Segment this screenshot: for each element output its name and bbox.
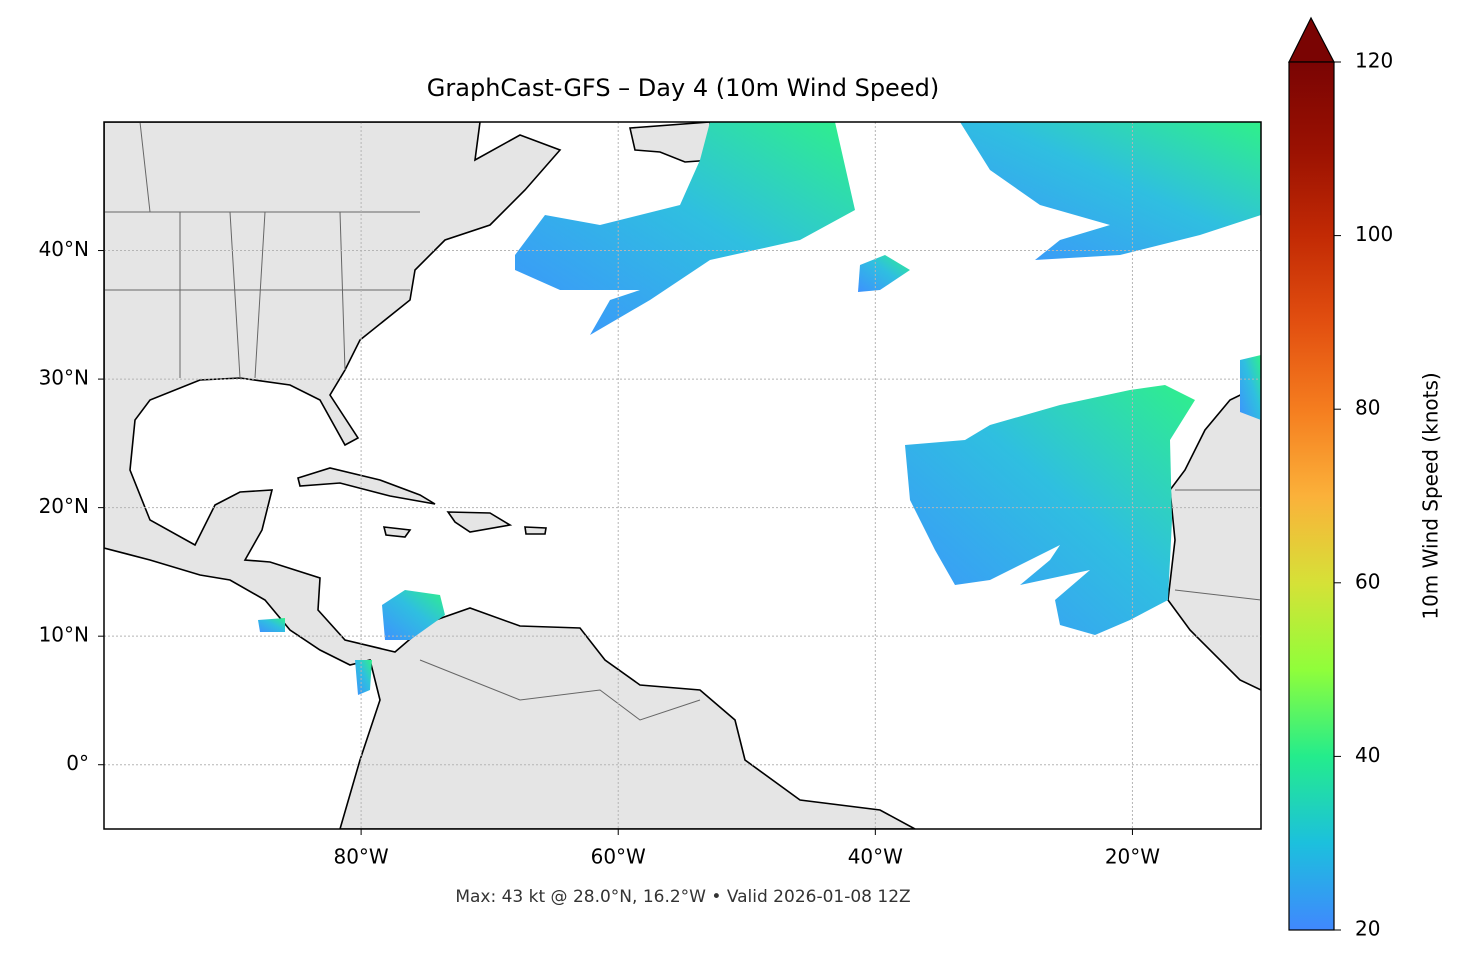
x-tick-label: 40°W xyxy=(848,845,903,869)
colorbar-label: 10m Wind Speed (knots) xyxy=(1419,372,1443,619)
colorbar-tick-label: 100 xyxy=(1355,222,1393,246)
y-tick-label: 30°N xyxy=(39,366,89,390)
colorbar-tick-label: 40 xyxy=(1355,743,1380,767)
land xyxy=(382,526,412,538)
map xyxy=(104,122,1261,829)
x-tick-label: 60°W xyxy=(591,845,646,869)
y-tick-label: 40°N xyxy=(39,237,89,261)
map-frame xyxy=(103,121,1262,830)
borders xyxy=(104,122,1261,721)
colorbar-tick-label: 80 xyxy=(1355,396,1380,420)
land xyxy=(297,467,436,505)
land xyxy=(524,526,547,535)
land xyxy=(104,122,916,829)
land xyxy=(446,511,513,533)
y-tick-label: 10°N xyxy=(39,623,89,647)
colorbar-extend xyxy=(1288,16,1335,63)
axes: 80°W 60°W 40°W 20°W 0° 10°N 20°N 30°N 40°N 20 40 60… xyxy=(39,49,1394,941)
x-tick-label: 80°W xyxy=(333,845,388,869)
y-tick-label: 20°N xyxy=(39,494,89,518)
colorbar-tick-label: 20 xyxy=(1355,917,1380,941)
x-tick-label: 20°W xyxy=(1105,845,1160,869)
colorbar-tick-label: 60 xyxy=(1355,569,1380,593)
chart-title: GraphCast-GFS – Day 4 (10m Wind Speed) xyxy=(427,74,939,102)
colorbar xyxy=(1288,61,1335,931)
land xyxy=(629,122,713,163)
colorbar-tick-label: 120 xyxy=(1355,49,1393,73)
land xyxy=(1167,384,1261,691)
footnote: Max: 43 kt @ 28.0°N, 16.2°W • Valid 2026… xyxy=(455,887,910,907)
y-tick-label: 0° xyxy=(66,751,89,775)
wind-field xyxy=(258,122,1261,695)
